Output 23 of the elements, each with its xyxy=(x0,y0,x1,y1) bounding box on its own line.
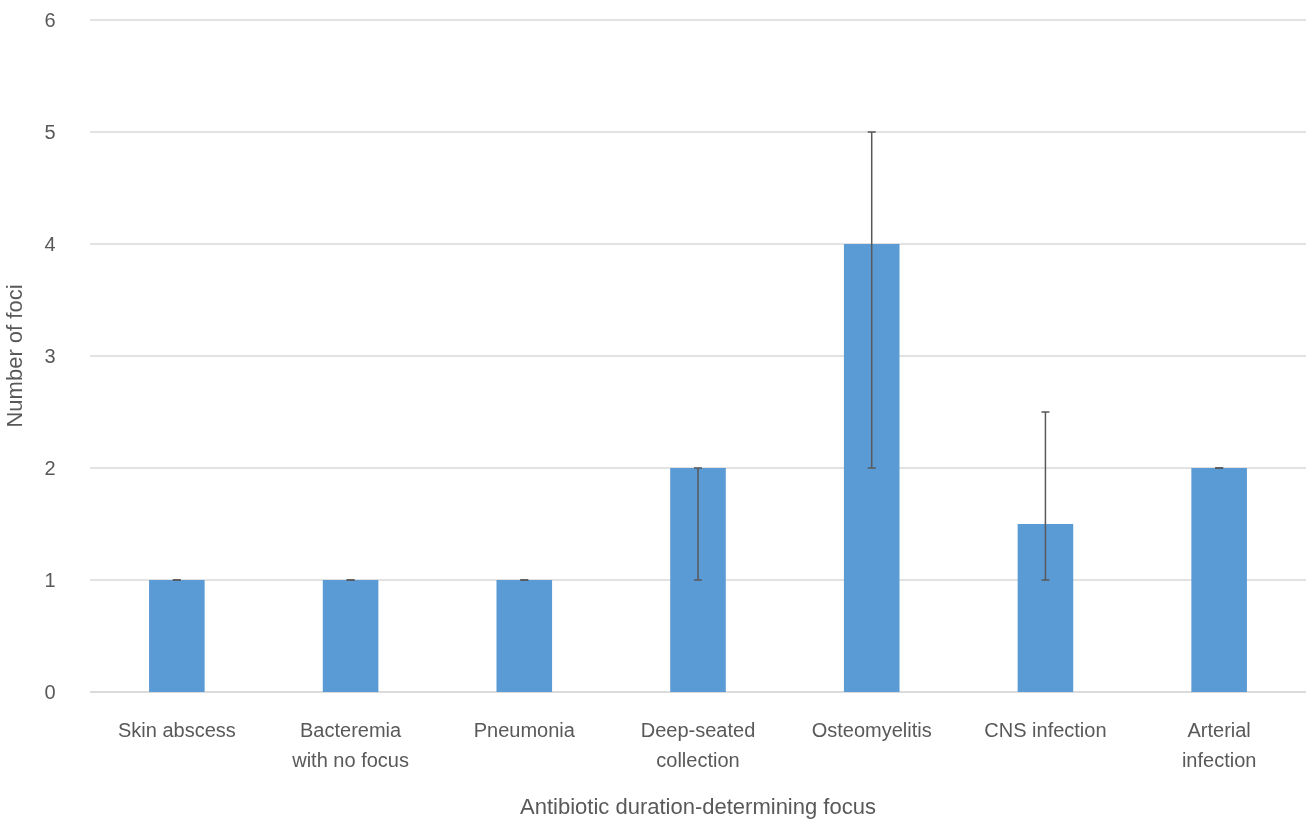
y-tick-label: 3 xyxy=(44,345,56,367)
x-axis-title: Antibiotic duration-determining focus xyxy=(520,794,876,819)
y-tick-label: 2 xyxy=(44,457,56,479)
x-tick-label: Arterial infection xyxy=(1181,719,1257,771)
x-tick-label: Bacteremia with no focus xyxy=(291,719,409,771)
bar xyxy=(670,468,726,692)
x-tick-label: Skin abscess xyxy=(117,719,236,741)
x-tick-label: CNS infection xyxy=(984,719,1107,741)
bar xyxy=(843,244,900,692)
bar xyxy=(1017,524,1074,692)
y-tick-label: 0 xyxy=(44,681,56,703)
y-axis-title: Number of foci xyxy=(2,284,27,428)
x-tick-label: Pneumonia xyxy=(473,719,576,741)
bar xyxy=(322,580,379,692)
bar xyxy=(1191,468,1247,692)
x-tick-label: Deep-seated collection xyxy=(640,719,756,771)
y-tick-label: 4 xyxy=(44,233,56,255)
bar xyxy=(149,580,205,692)
y-tick-label: 1 xyxy=(44,569,56,591)
y-tick-label: 6 xyxy=(44,9,56,31)
bar xyxy=(496,580,553,692)
x-tick-label: Osteomyelitis xyxy=(811,719,932,741)
y-tick-label: 5 xyxy=(44,121,56,143)
